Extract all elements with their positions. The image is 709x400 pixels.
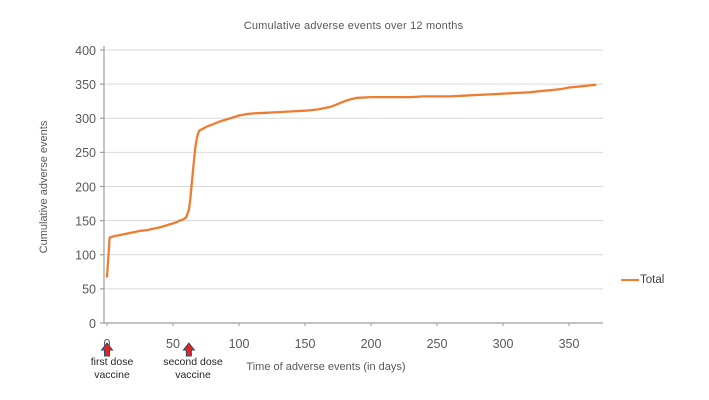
y-tick-label: 300 [75, 112, 96, 126]
legend-line-swatch-icon [621, 278, 639, 282]
y-tick-label: 150 [75, 214, 96, 228]
first-dose-arrow-icon [100, 342, 114, 357]
y-tick-label: 350 [75, 78, 96, 92]
y-tick-label: 400 [75, 44, 96, 58]
second-dose-arrow-icon [182, 342, 196, 357]
y-tick-label: 0 [89, 317, 96, 331]
y-tick-label: 100 [75, 249, 96, 263]
x-tick-label: 100 [229, 337, 250, 351]
annotation-second-dose: second dose vaccine [163, 356, 223, 381]
x-tick-label: 350 [559, 337, 580, 351]
x-tick-label: 250 [427, 337, 448, 351]
x-axis-title: Time of adverse events (in days) [246, 361, 406, 373]
x-tick-label: 50 [166, 337, 180, 351]
chart-title: Cumulative adverse events over 12 months [243, 20, 464, 32]
x-tick-label: 300 [493, 337, 514, 351]
legend: Total [621, 274, 664, 286]
y-tick-label: 250 [75, 146, 96, 160]
annotation-first-dose: first dose vaccine [90, 356, 134, 381]
series-line-total [105, 83, 597, 278]
x-tick-label: 200 [361, 337, 382, 351]
legend-label: Total [640, 274, 665, 286]
x-tick-label: 150 [295, 337, 316, 351]
y-tick-label: 50 [82, 283, 96, 297]
y-tick-label: 200 [75, 180, 96, 194]
